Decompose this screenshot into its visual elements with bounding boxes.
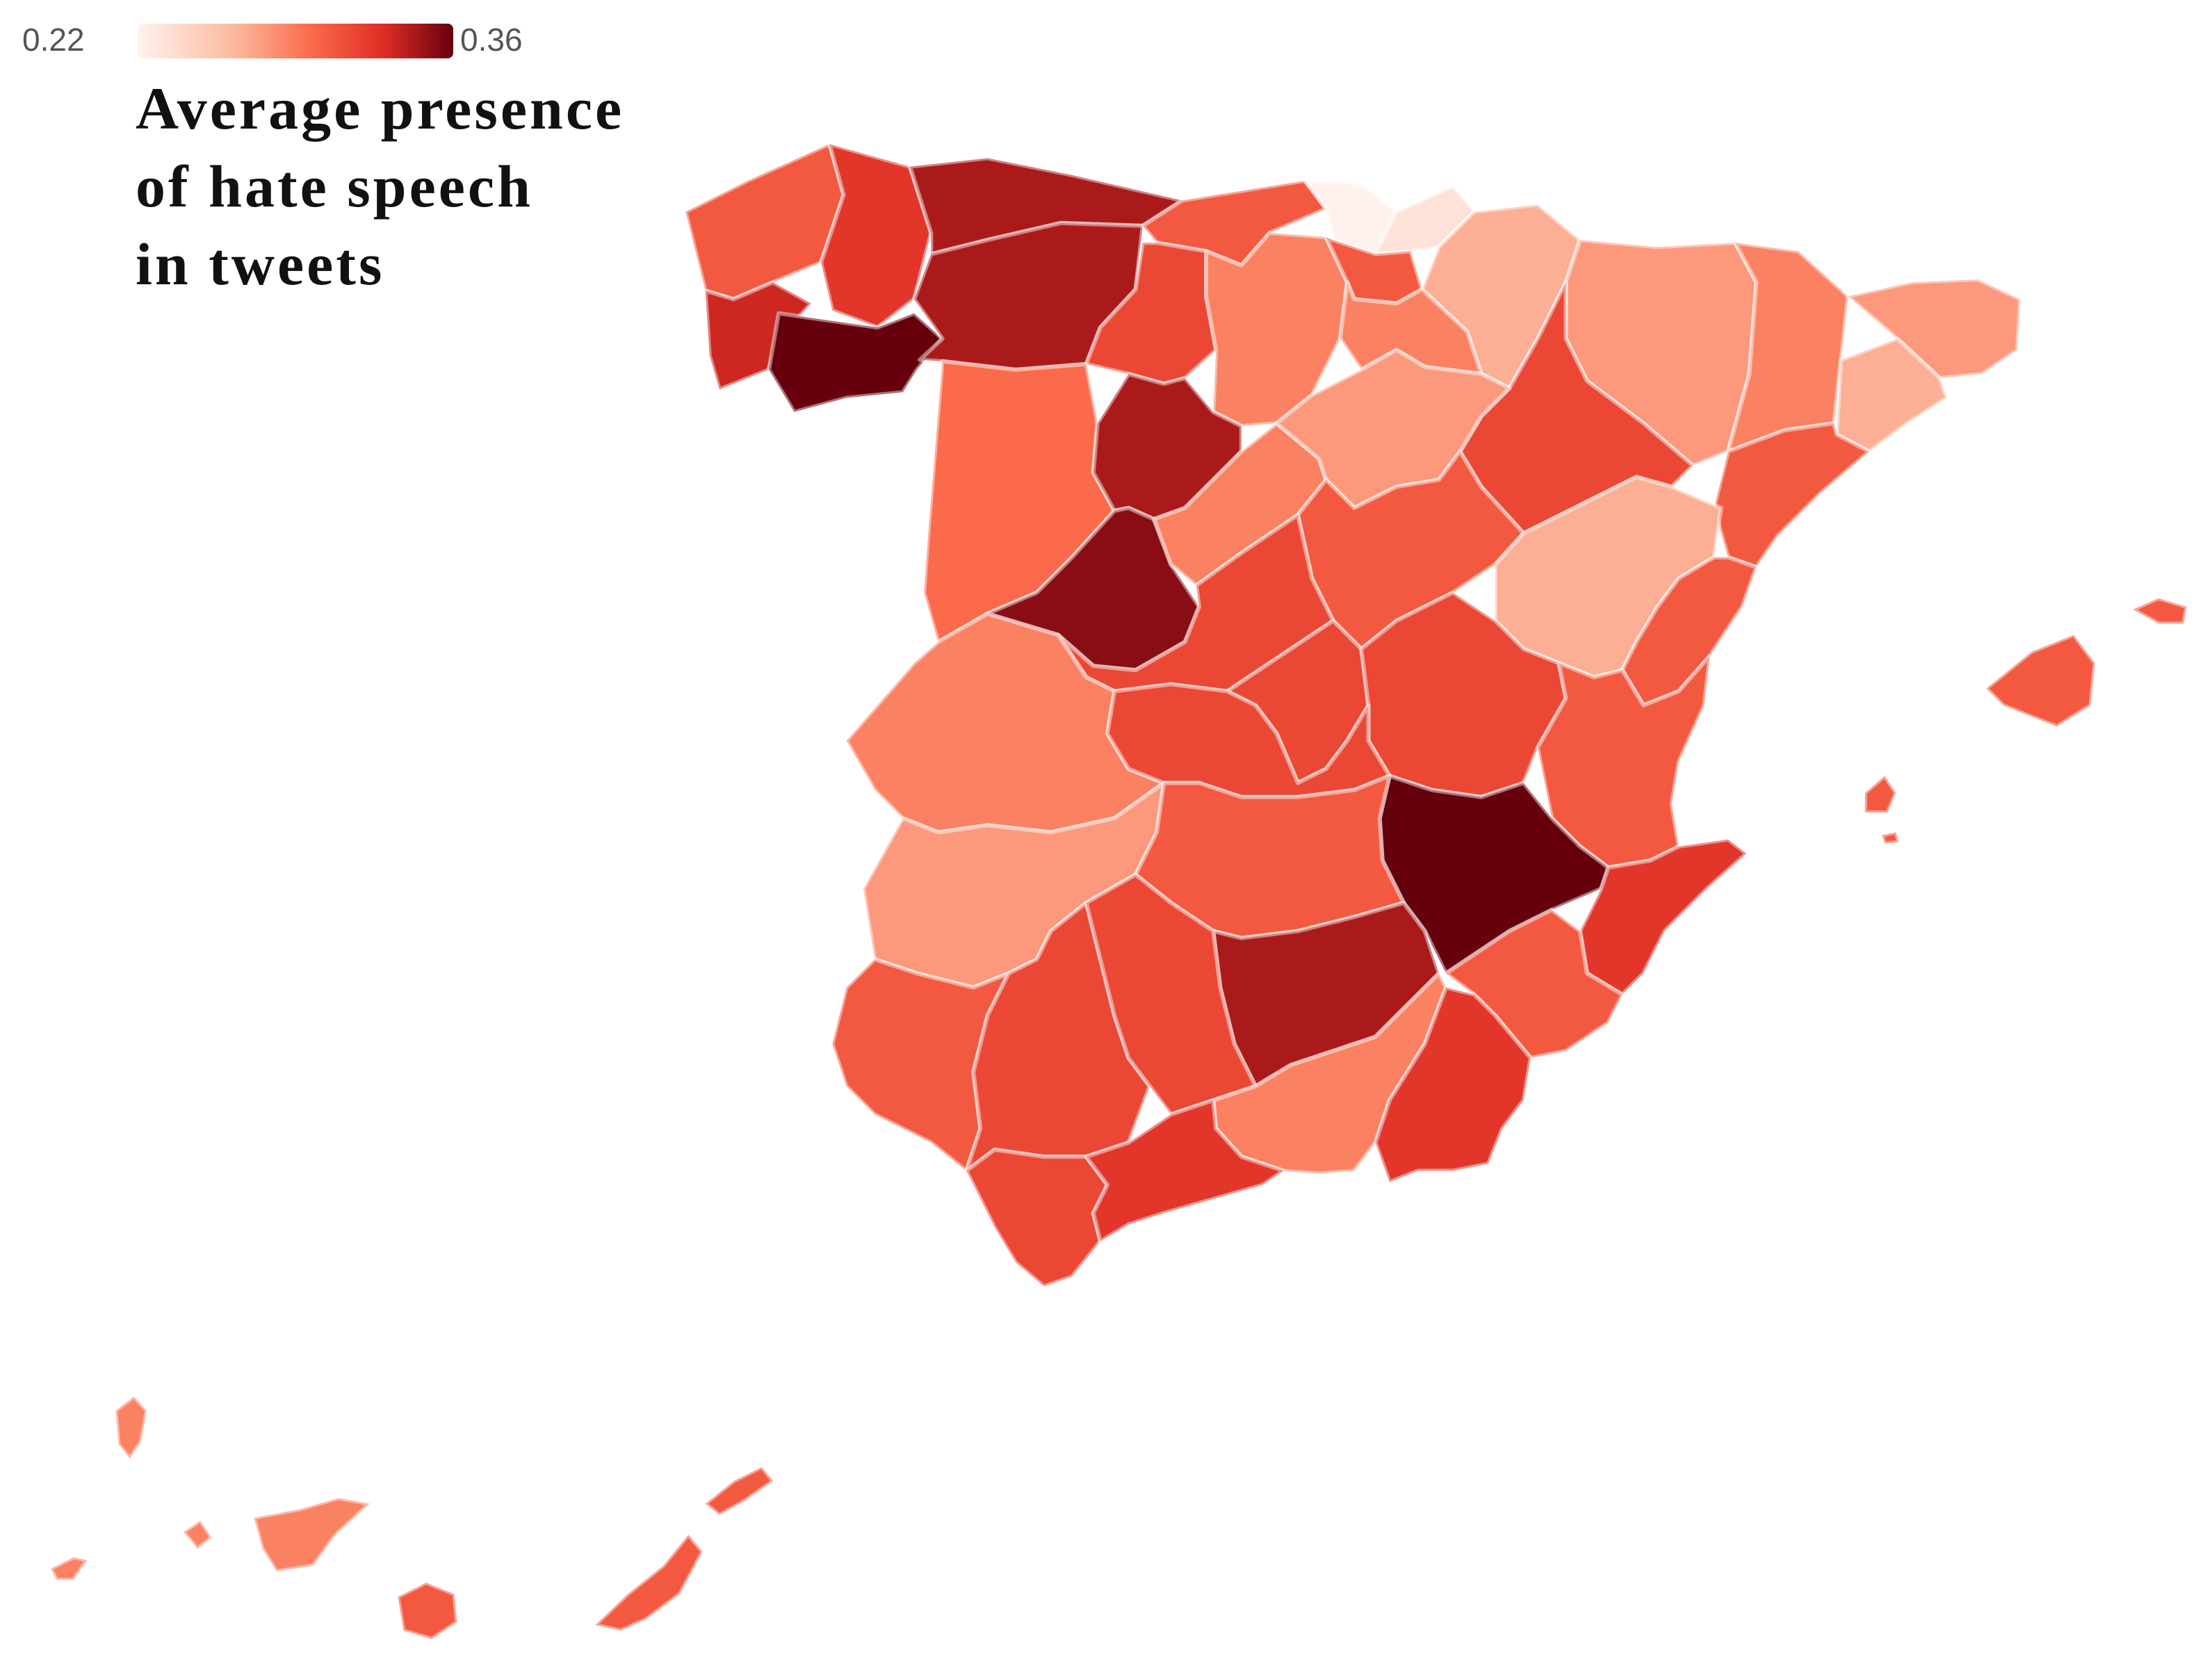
region-cadiz: [964, 1147, 1110, 1289]
region-la-gomera: [181, 1518, 214, 1551]
map-title-line: of hate speech: [136, 153, 533, 220]
region-ciudad-real: [1133, 774, 1406, 940]
region-valencia: [1535, 653, 1712, 870]
region-tenerife: [252, 1496, 372, 1574]
region-fuerteventura: [593, 1533, 705, 1633]
region-tarragona: [1711, 421, 1871, 570]
region-barcelona: [1835, 336, 1949, 454]
legend-min-label: 0.22: [22, 22, 85, 58]
map-title-line: Average presence: [136, 75, 625, 142]
region-menorca: [2131, 596, 2189, 626]
region-girona: [1846, 277, 2023, 381]
region-soria: [1274, 348, 1512, 510]
region-malaga: [1084, 1098, 1286, 1244]
region-formentera: [1880, 830, 1901, 846]
region-el-hierro: [49, 1555, 90, 1583]
region-almeria: [1373, 985, 1533, 1184]
region-gran-canaria: [396, 1580, 460, 1642]
region-mallorca: [1984, 632, 2097, 729]
legend-max-label: 0.36: [460, 22, 523, 58]
map-title-line: in tweets: [136, 231, 385, 297]
region-la-palma: [113, 1394, 149, 1461]
map-title: Average presence of hate speech in tweet…: [136, 70, 761, 303]
region-lanzarote: [703, 1464, 776, 1517]
region-ibiza: [1862, 774, 1898, 815]
color-scale-bar: [138, 24, 453, 58]
region-a-coruna: [683, 142, 846, 302]
region-ourense: [766, 311, 945, 414]
